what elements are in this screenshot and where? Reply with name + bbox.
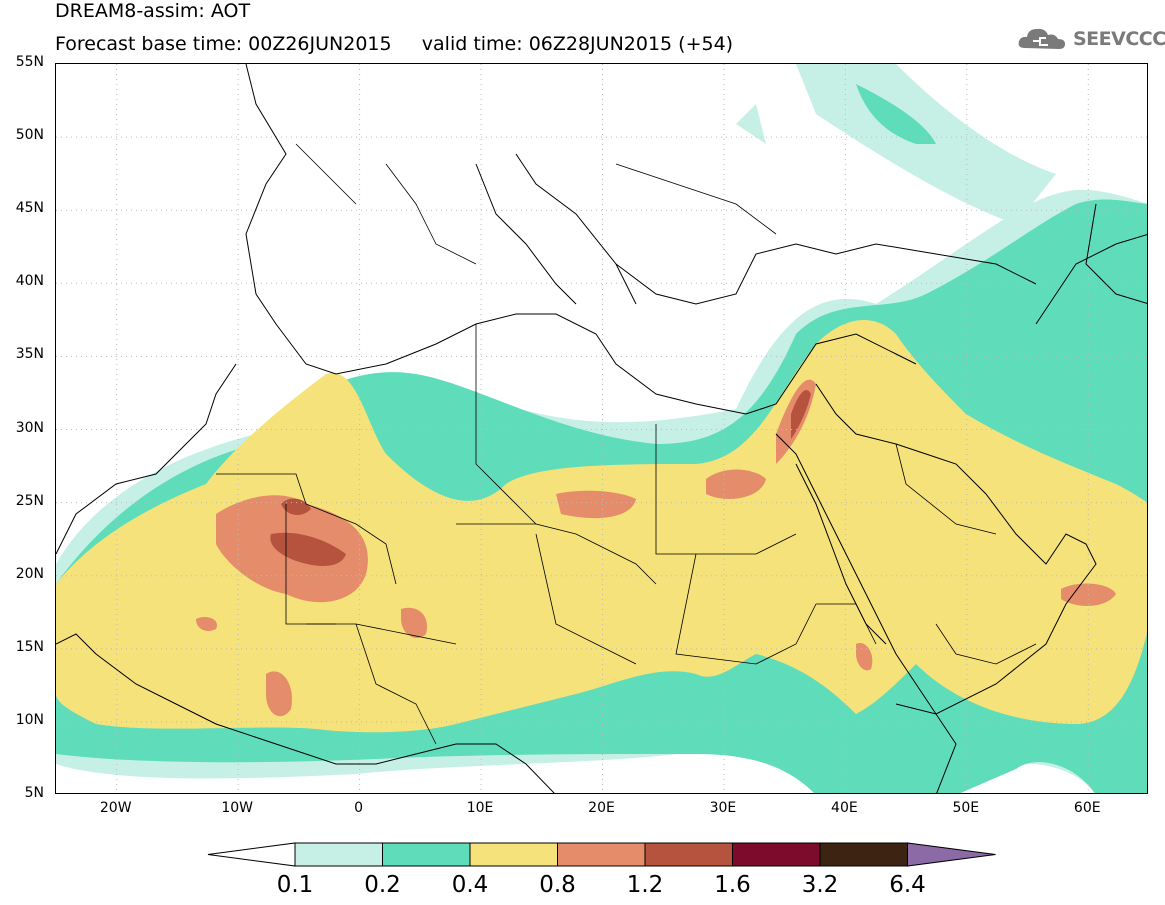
lat-label-40n: 40N bbox=[15, 273, 44, 290]
colorbar-label: 0.2 bbox=[364, 872, 401, 898]
lat-label-30n: 30N bbox=[15, 419, 44, 436]
aot-layer-12 bbox=[270, 390, 811, 566]
colorbar-label: 1.2 bbox=[626, 872, 664, 898]
colorbar-box bbox=[819, 842, 908, 867]
coastlines bbox=[56, 64, 1147, 793]
lon-label-20w: 20W bbox=[99, 800, 132, 816]
lat-label-45n: 45N bbox=[15, 200, 44, 217]
aot-layer-04 bbox=[56, 320, 1147, 733]
graticule bbox=[56, 64, 1147, 793]
colorbar-label: 0.1 bbox=[276, 872, 314, 898]
logo-text: SEEVCCC bbox=[1073, 28, 1165, 50]
colorbar-label: 0.8 bbox=[539, 872, 576, 898]
colorbar-label: 6.4 bbox=[889, 872, 926, 898]
lat-label-15n: 15N bbox=[15, 638, 44, 655]
colorbar-under-triangle bbox=[207, 842, 296, 867]
lat-label-20n: 20N bbox=[15, 565, 44, 582]
lon-label-20e: 20E bbox=[588, 800, 615, 816]
lat-label-5n: 5N bbox=[24, 785, 44, 801]
colorbar-label: 1.6 bbox=[714, 872, 751, 898]
lat-label-55n: 55N bbox=[15, 54, 44, 70]
lon-label-10w: 10W bbox=[221, 800, 253, 816]
colorbar-over-triangle bbox=[907, 842, 996, 867]
cloud-icon bbox=[1018, 28, 1065, 49]
colorbar-box bbox=[644, 842, 733, 867]
lon-label-50e: 50E bbox=[952, 800, 980, 816]
lon-label-0: 0 bbox=[354, 800, 364, 816]
colorbar-box bbox=[294, 842, 383, 867]
lat-label-10n: 10N bbox=[15, 711, 44, 728]
lat-label-35n: 35N bbox=[15, 346, 44, 363]
map-canvas bbox=[56, 64, 1147, 793]
lon-label-40e: 40E bbox=[831, 800, 858, 816]
forecast-time-subtitle: Forecast base time: 00Z26JUN2015 valid t… bbox=[55, 33, 734, 55]
colorbar-box bbox=[557, 842, 646, 867]
lon-label-60e: 60E bbox=[1073, 800, 1101, 816]
seevccc-logo: SEEVCCC bbox=[1015, 22, 1165, 56]
aot-map bbox=[55, 63, 1148, 794]
colorbar-boxes bbox=[207, 842, 996, 867]
lon-label-30e: 30E bbox=[709, 800, 737, 816]
colorbar-label: 0.4 bbox=[451, 872, 489, 898]
lon-label-10e: 10E bbox=[466, 800, 494, 816]
lat-label-25n: 25N bbox=[15, 492, 44, 509]
map-title: DREAM8-assim: AOT bbox=[55, 0, 251, 22]
lat-label-50n: 50N bbox=[15, 127, 44, 144]
country-borders bbox=[216, 143, 1037, 745]
colorbar-label: 3.2 bbox=[801, 872, 839, 898]
colorbar-box bbox=[732, 842, 821, 867]
colorbar-box bbox=[469, 842, 558, 867]
colorbar-box bbox=[382, 842, 471, 867]
